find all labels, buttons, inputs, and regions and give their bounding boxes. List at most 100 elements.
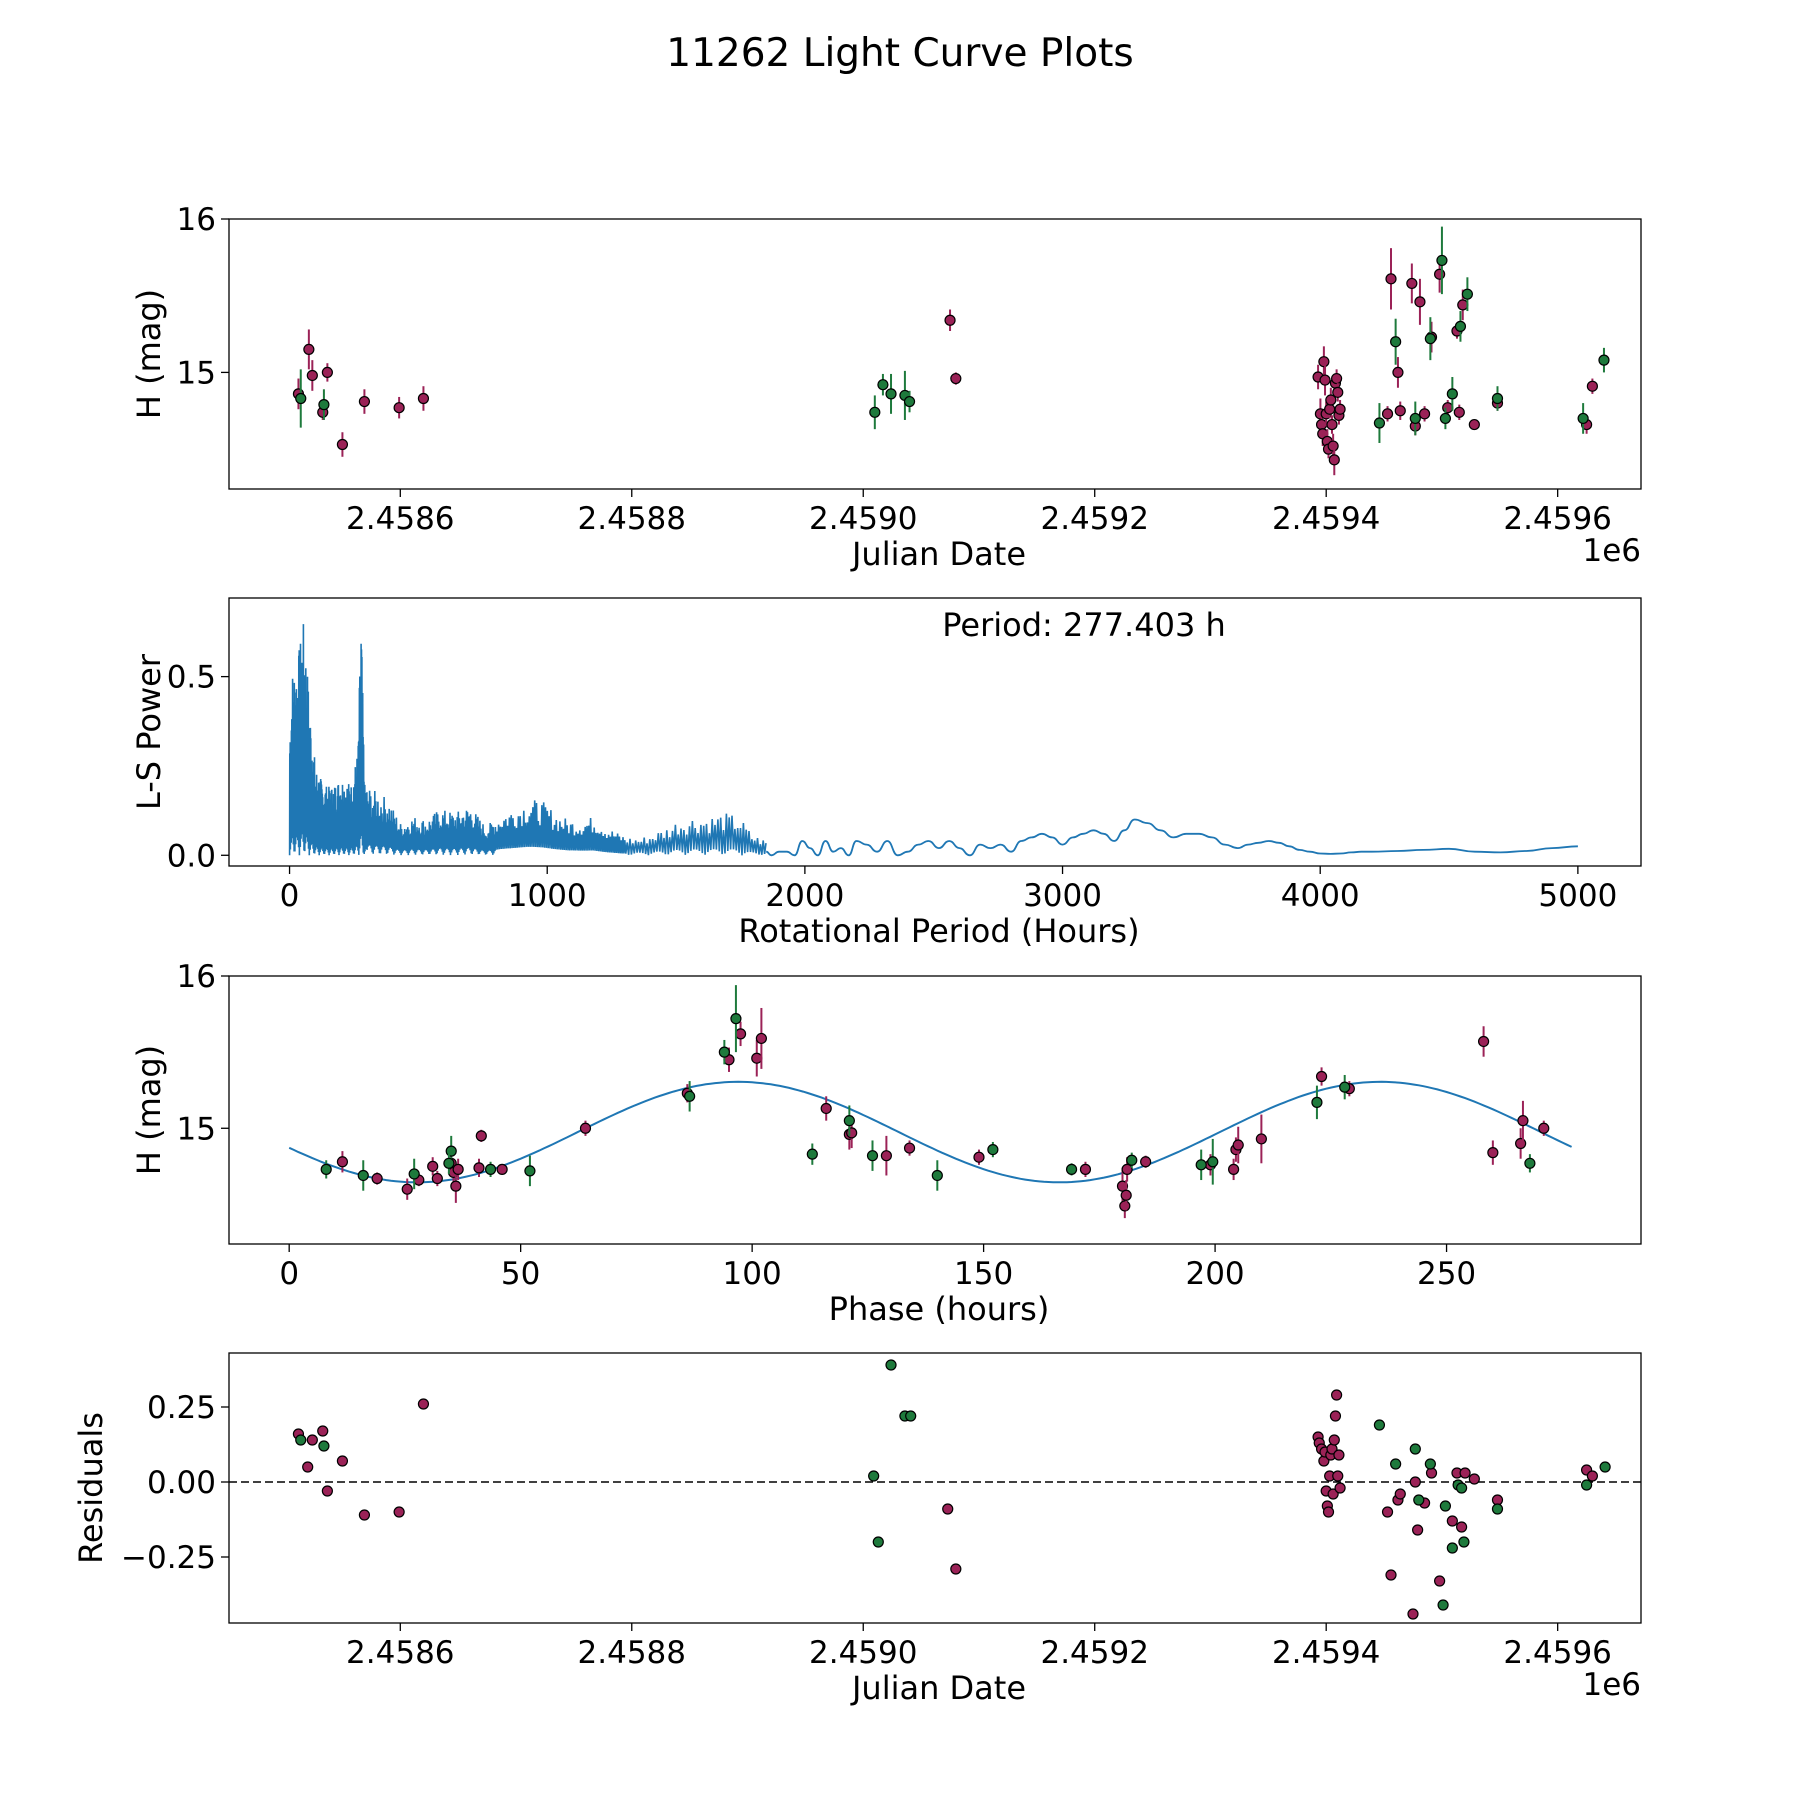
y-tick-label: 0.5 (167, 660, 216, 696)
data-point (1434, 268, 1446, 280)
data-point (393, 402, 405, 414)
data-point (1413, 1494, 1425, 1506)
data-point (417, 392, 430, 405)
data-point (1446, 1515, 1458, 1527)
data-point (306, 369, 318, 382)
data-point (1468, 1473, 1480, 1485)
data-point (987, 1143, 999, 1156)
data-point (950, 372, 962, 385)
figure-title: 11262 Light Curve Plots (666, 31, 1133, 76)
data-point (1331, 1389, 1343, 1401)
data-point (1326, 418, 1338, 431)
x-tick-label: 2.4596 (1503, 501, 1611, 537)
data-point (866, 1150, 879, 1162)
data-point (1517, 1115, 1529, 1127)
data-point (1456, 1482, 1468, 1494)
data-point (1255, 1133, 1267, 1145)
data-point (357, 1169, 369, 1182)
x-axis-label: Rotational Period (Hours) (738, 912, 1139, 950)
data-point (1328, 454, 1340, 466)
data-point (880, 1150, 892, 1162)
data-point (393, 1506, 405, 1518)
data-point (1126, 1154, 1138, 1166)
data-point (371, 1172, 383, 1185)
x-tick-label: 2000 (765, 878, 844, 914)
data-point (872, 1536, 884, 1548)
y-tick-label: 15 (177, 1111, 216, 1147)
data-point (1491, 392, 1504, 405)
data-point (306, 1434, 318, 1446)
data-point (579, 1122, 592, 1134)
x-tick-label: 2.4592 (1040, 501, 1148, 537)
data-point (755, 1032, 767, 1045)
data-point (1319, 374, 1331, 386)
data-point (450, 1180, 462, 1192)
data-point (1339, 1081, 1351, 1093)
data-point (1442, 402, 1454, 414)
data-point (408, 1168, 420, 1180)
x-tick-label: 2.4592 (1040, 1635, 1148, 1671)
data-point (443, 1157, 455, 1169)
data-point (1439, 1500, 1452, 1512)
x-tick-label: 1000 (508, 878, 587, 914)
data-point (1425, 1467, 1438, 1479)
data-point (1207, 1156, 1219, 1168)
data-point (1390, 336, 1402, 348)
data-point (1461, 288, 1473, 300)
y-tick-label: 16 (177, 202, 216, 238)
axes-frame (228, 975, 1642, 1245)
x-tick-label: 2.4588 (578, 1635, 686, 1671)
data-point (431, 1172, 443, 1185)
data-point (1524, 1157, 1536, 1169)
data-point (321, 366, 333, 379)
data-point (1458, 1536, 1470, 1548)
x-offset-label: 1e6 (1582, 1667, 1641, 1703)
data-point (1412, 1524, 1424, 1536)
data-point (1394, 405, 1406, 417)
data-point (336, 1455, 349, 1467)
x-tick-label: 50 (501, 1256, 540, 1292)
data-point (1120, 1189, 1132, 1201)
data-point (1079, 1163, 1092, 1175)
data-point (1385, 1569, 1397, 1581)
data-point (417, 1398, 430, 1410)
data-point (1424, 333, 1436, 345)
data-point (1394, 1488, 1406, 1500)
x-tick-label: 250 (1417, 1256, 1476, 1292)
data-point (336, 1156, 349, 1168)
x-tick-label: 0 (280, 878, 300, 914)
x-tick-label: 2.4586 (346, 1635, 454, 1671)
data-point (903, 1142, 916, 1154)
data-point (1446, 1542, 1458, 1554)
data-point (1332, 1470, 1344, 1482)
data-point (1232, 1139, 1244, 1151)
data-point (1325, 394, 1337, 406)
data-point (473, 1162, 485, 1174)
data-point (905, 1410, 917, 1422)
data-point (1407, 1608, 1419, 1620)
data-point (1409, 412, 1421, 425)
x-tick-label: 100 (723, 1256, 782, 1292)
data-point (1477, 1035, 1490, 1048)
data-point (475, 1130, 487, 1142)
data-point (1456, 1521, 1468, 1533)
data-point (1390, 1458, 1402, 1470)
data-point (1315, 1070, 1328, 1083)
data-point (358, 1509, 371, 1521)
y-tick-label: 0.00 (147, 1465, 216, 1501)
periodogram-line (288, 624, 767, 856)
data-point (1322, 1506, 1335, 1518)
data-point (869, 406, 881, 418)
data-point (1373, 1419, 1386, 1431)
data-point (1119, 1200, 1131, 1212)
y-tick-label: −0.25 (121, 1540, 216, 1576)
data-point (885, 1359, 897, 1371)
x-tick-label: 150 (954, 1256, 1013, 1292)
y-axis-label: H (mag) (130, 289, 168, 419)
x-tick-label: 2.4594 (1272, 501, 1380, 537)
data-point (1457, 299, 1469, 311)
data-point (730, 1013, 742, 1025)
data-point (1586, 380, 1598, 392)
data-point (1434, 1575, 1446, 1587)
data-point (1487, 1147, 1499, 1159)
